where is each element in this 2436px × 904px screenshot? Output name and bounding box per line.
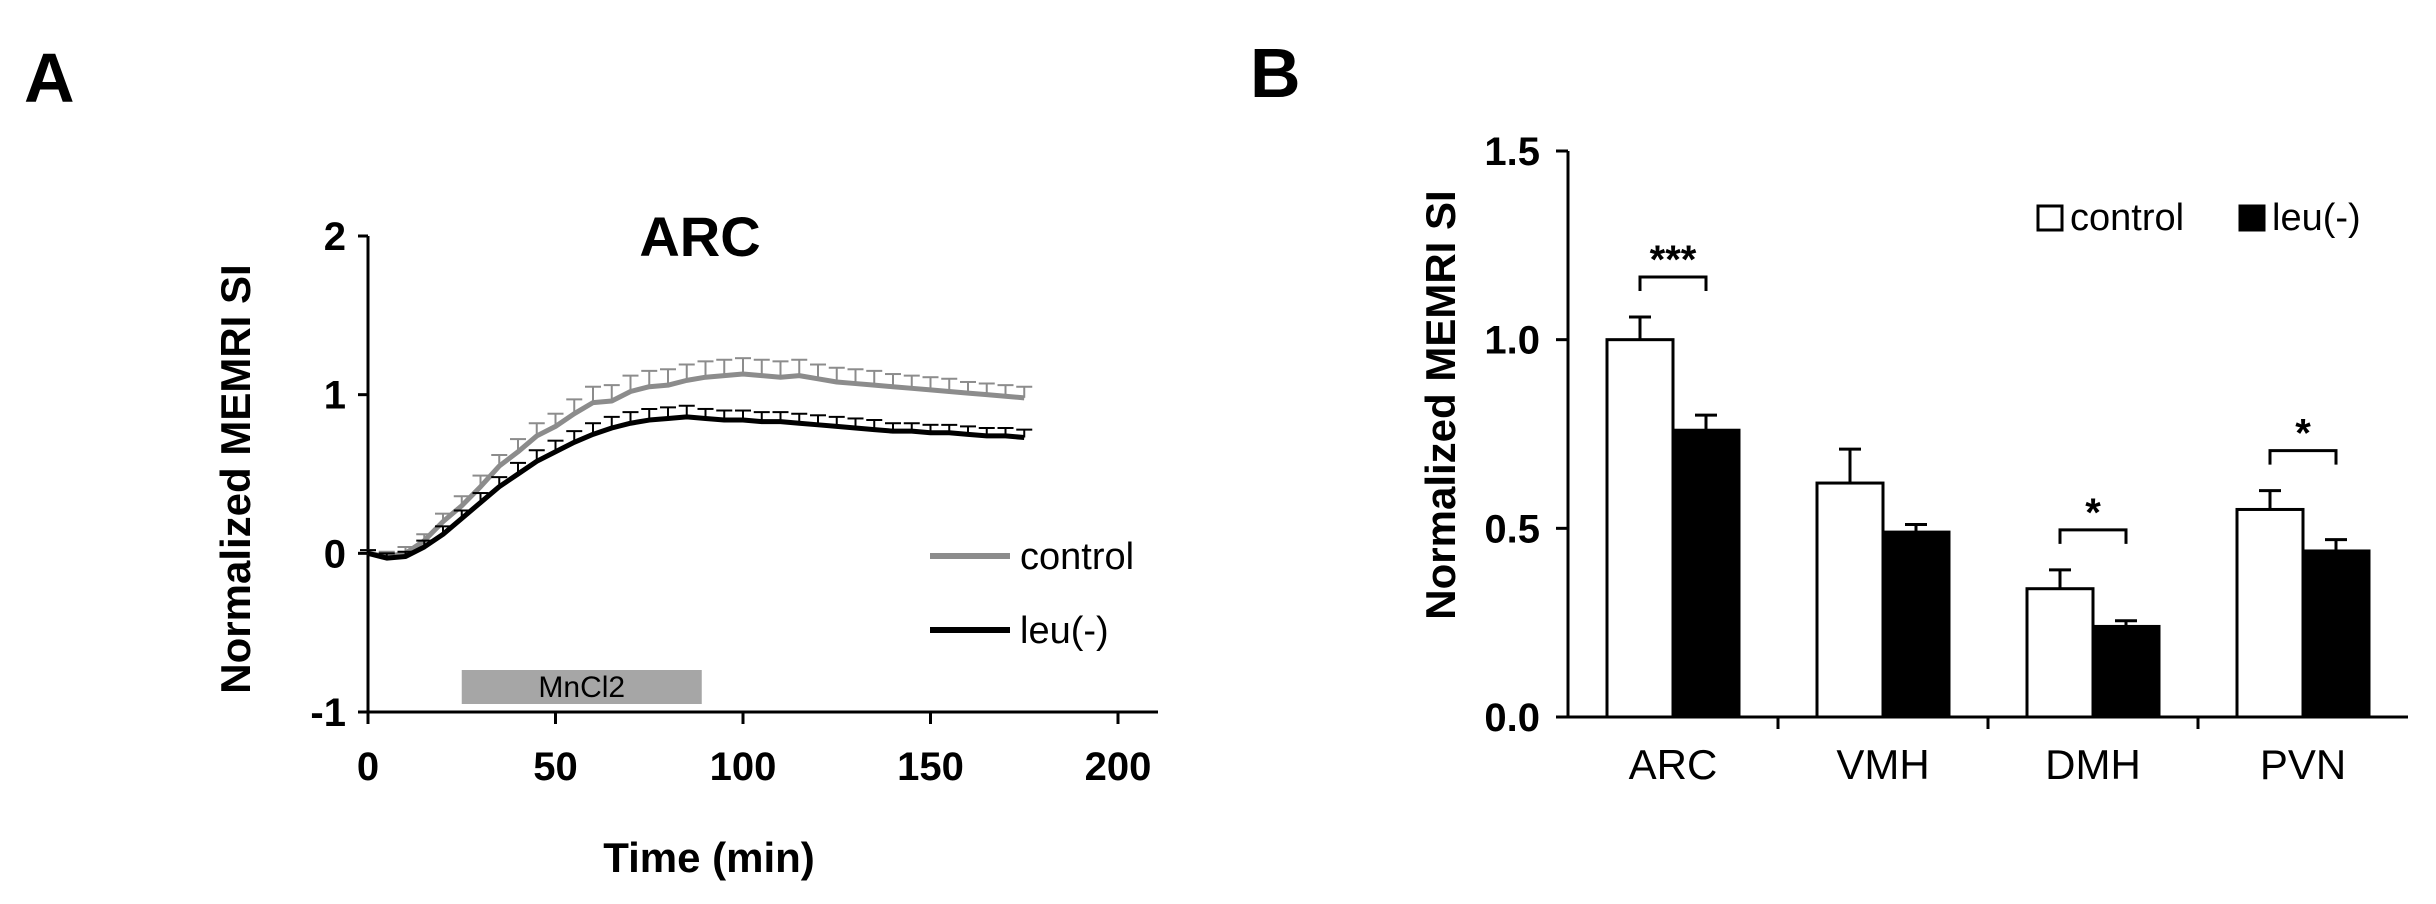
significance-stars: ***: [1650, 238, 1697, 282]
chart-a-title: ARC: [639, 205, 760, 268]
b-legend-label: control: [2070, 197, 2184, 239]
b-bar-control: [2025, 587, 2095, 719]
a-legend-label: control: [1020, 536, 1134, 578]
b-category-label: ARC: [1629, 741, 1718, 788]
chart-a-series: [360, 357, 1033, 561]
chart-b-ylabel: Normalized MEMRI SI: [1417, 190, 1464, 619]
b-legend-swatch: [2238, 204, 2266, 232]
chart-a-xlabel: Time (min): [603, 834, 815, 881]
a-ytick-label: -1: [310, 691, 346, 735]
b-ytick-label: 0.5: [1484, 507, 1540, 551]
b-ytick-label: 1.5: [1484, 130, 1540, 174]
panel-b-bar-chart: Normalized MEMRI SI 0.0 0.5 1.0 1.5 ARC VMH DM…: [1417, 130, 2408, 788]
significance-stars: *: [2295, 412, 2311, 456]
a-xtick-label: 0: [357, 745, 379, 789]
b-category-label: PVN: [2260, 741, 2346, 788]
a-xtick-label: 200: [1085, 745, 1152, 789]
b-legend-label: leu(-): [2272, 197, 2361, 239]
panel-a-line-chart: ARC Normalized MEMRI SI Time (min) -1012…: [212, 205, 1158, 881]
mncl2-annotation: MnCl2: [461, 670, 702, 704]
a-xtick-label: 150: [897, 745, 964, 789]
a-xtick-label: 50: [533, 745, 578, 789]
significance-bracket: [2268, 449, 2338, 465]
a-series-leu: [360, 404, 1033, 561]
chart-b-bars: [1605, 315, 2371, 719]
b-category-label: VMH: [1836, 741, 1929, 788]
a-series-line: [367, 371, 1025, 560]
significance-bracket: [2058, 528, 2128, 544]
mncl2-bar: [461, 670, 702, 704]
a-ytick-label: 2: [324, 215, 346, 259]
b-ytick-label: 1.0: [1484, 319, 1540, 363]
a-xtick-label: 100: [710, 745, 777, 789]
panel-b-label: B: [1250, 34, 1301, 112]
chart-b-significance: *****: [1638, 238, 2338, 544]
b-bar-leu: [1671, 428, 1741, 719]
chart-b-legend: control leu(-): [2036, 197, 2361, 239]
chart-b-axes: 0.0 0.5 1.0 1.5 ARC VMH DMH PVN: [1484, 130, 2408, 788]
a-legend-label: leu(-): [1020, 610, 1109, 652]
chart-a-legend: control leu(-): [930, 536, 1134, 652]
b-category-label: DMH: [2045, 741, 2141, 788]
b-ytick-label: 0.0: [1484, 696, 1540, 740]
b-bar-leu: [2091, 624, 2161, 719]
b-bar-leu: [2301, 549, 2371, 719]
b-legend-swatch: [2036, 204, 2064, 232]
mncl2-label: MnCl2: [538, 671, 625, 704]
b-bar-leu: [1881, 530, 1951, 719]
b-bar-control: [2235, 507, 2305, 719]
significance-bracket: [1638, 275, 1708, 292]
b-bar-control: [1605, 338, 1675, 719]
panel-a-label: A: [24, 39, 75, 117]
a-series-line: [367, 414, 1025, 561]
chart-a-ylabel: Normalized MEMRI SI: [212, 264, 259, 693]
a-series-control: [360, 357, 1033, 560]
b-bar-control: [1815, 481, 1885, 719]
a-ytick-label: 0: [324, 532, 346, 576]
a-ytick-label: 1: [324, 374, 346, 418]
significance-stars: *: [2085, 491, 2101, 535]
